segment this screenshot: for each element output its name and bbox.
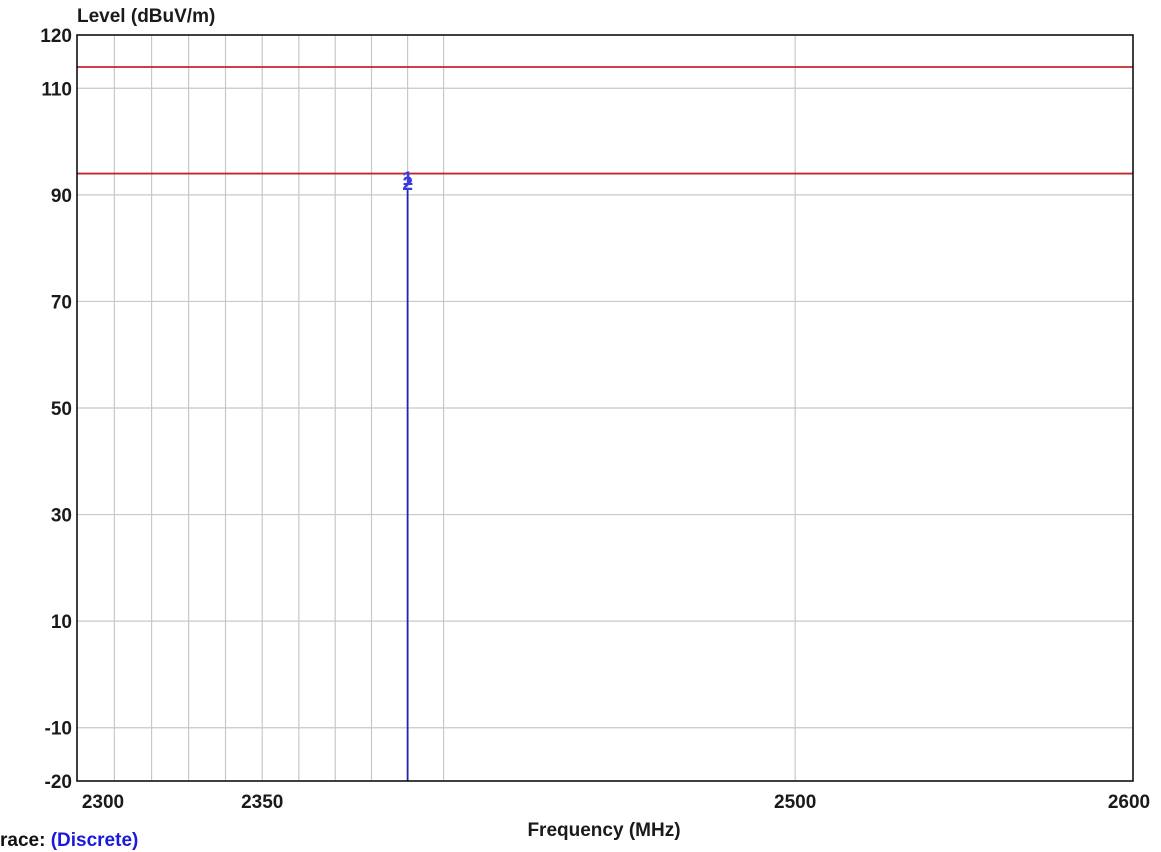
x-tick-label: 2500 xyxy=(774,792,816,813)
x-tick-label: 2600 xyxy=(1108,792,1150,813)
trace-value[interactable]: (Discrete) xyxy=(50,830,139,851)
grid-lines xyxy=(77,35,1133,781)
y-tick-label: -20 xyxy=(45,772,72,793)
trace-legend: race: (Discrete) xyxy=(0,830,138,852)
marker-label: 1 xyxy=(402,169,413,190)
y-tick-label: 110 xyxy=(41,79,72,100)
y-tick-label: -10 xyxy=(45,719,72,740)
x-tick-label: 2350 xyxy=(241,792,283,813)
y-tick-label: 70 xyxy=(51,292,72,313)
y-tick-label: 90 xyxy=(51,186,72,207)
trace-prefix: race: xyxy=(0,830,46,851)
x-axis-label: Frequency (MHz) xyxy=(527,820,680,841)
y-axis-label: Level (dBuV/m) xyxy=(77,6,215,27)
y-tick-label: 10 xyxy=(51,612,72,633)
y-tick-label: 120 xyxy=(40,26,72,47)
x-tick-labels: 2300 2350 2500 2600 xyxy=(82,792,1150,813)
marker-layer: 12 xyxy=(402,169,413,195)
limit-lines xyxy=(77,66,1133,175)
x-tick-label: 2300 xyxy=(82,792,124,813)
marker-label: 2 xyxy=(402,174,413,195)
y-tick-label: 30 xyxy=(51,506,72,527)
plot-frame xyxy=(76,34,1134,782)
y-tick-label: 50 xyxy=(51,399,72,420)
y-tick-labels: 120 110 90 70 50 30 10 -10 -20 xyxy=(40,26,72,793)
